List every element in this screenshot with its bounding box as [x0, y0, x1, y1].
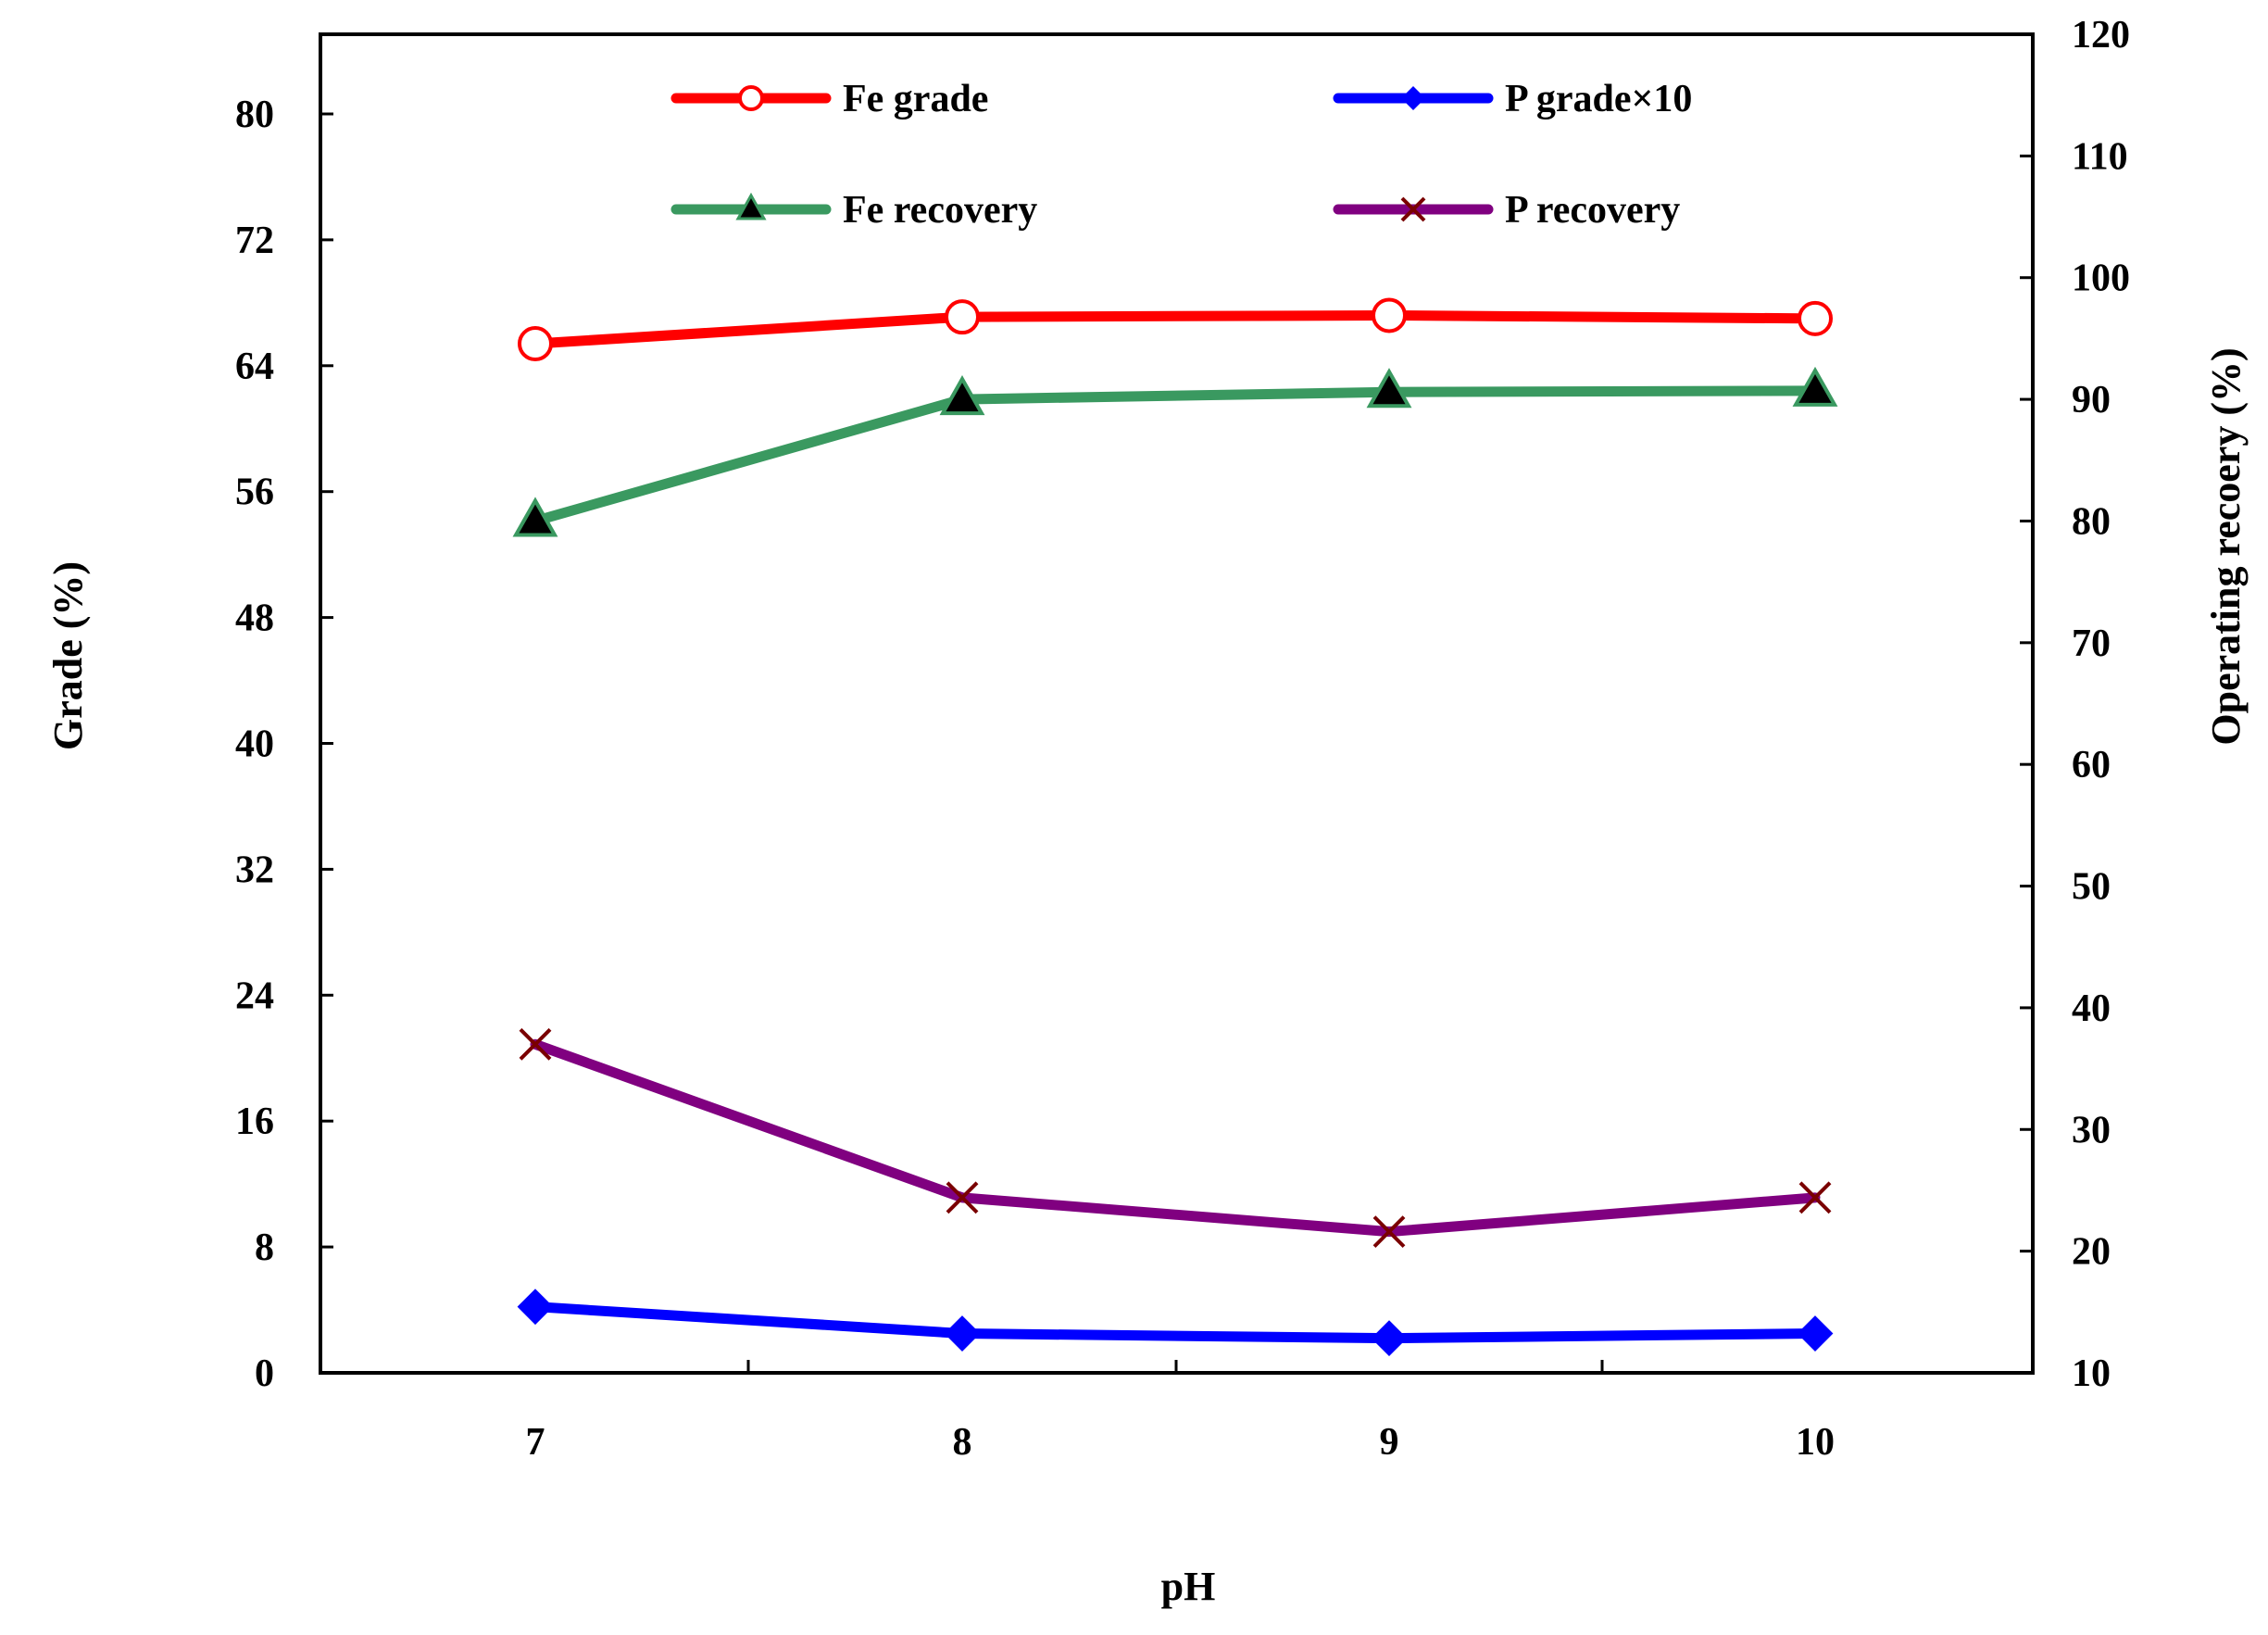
- series-line-p-grade-10: [530, 1302, 1821, 1344]
- legend-item-p-grade-10: P grade×10: [1333, 78, 1692, 120]
- legend-label: Fe recovery: [843, 189, 1037, 232]
- data-point-p-recovery: [946, 1181, 979, 1214]
- data-point-fe-recovery: [1792, 366, 1838, 407]
- data-point-p-recovery: [519, 1027, 552, 1061]
- left-tick-label: 80: [235, 94, 274, 136]
- legend-label: P grade×10: [1505, 78, 1692, 120]
- x-tick-label: 9: [1380, 1421, 1399, 1464]
- data-point-p-recovery: [1372, 1215, 1406, 1249]
- left-tick-label: 24: [235, 975, 274, 1017]
- x-marker-stroke: [1798, 1181, 1832, 1214]
- series-line-fe-grade: [530, 309, 1821, 349]
- legend-marker: [1400, 196, 1426, 222]
- data-point-fe-grade: [1798, 300, 1833, 336]
- series-line-fe-recovery: [530, 385, 1821, 526]
- left-axis-title: Grade (%): [45, 561, 91, 750]
- plot-frame: [319, 32, 2035, 1375]
- right-tick-label: 10: [2072, 1352, 2111, 1395]
- x-marker-stroke: [946, 1181, 979, 1214]
- left-tick-label: 72: [235, 220, 274, 262]
- legend-label: P recovery: [1505, 189, 1680, 232]
- x-marker-stroke: [519, 1027, 552, 1061]
- left-tick-label: 64: [235, 346, 274, 388]
- x-tick-label: 8: [953, 1421, 972, 1464]
- data-point-p-grade-10: [1797, 1315, 1834, 1352]
- legend-item-fe-grade: Fe grade: [670, 78, 988, 120]
- data-point-p-grade-10: [517, 1289, 554, 1326]
- legend-marker: [1401, 86, 1425, 110]
- legend-marker: [735, 192, 767, 220]
- legend: Fe grade P grade×10 Fe recovery P recovery: [670, 78, 1692, 232]
- left-tick-label: 0: [255, 1352, 274, 1395]
- series-line-p-recovery: [530, 1038, 1821, 1238]
- left-tick-label: 16: [235, 1100, 274, 1143]
- left-tick-label: 32: [235, 849, 274, 891]
- right-axis-title: Operating recoery (%): [2203, 347, 2249, 745]
- legend-item-p-recovery: P recovery: [1333, 189, 1680, 232]
- right-tick-label: 100: [2072, 258, 2130, 300]
- x-tick-label: 7: [526, 1421, 545, 1464]
- data-point-p-grade-10: [944, 1315, 981, 1352]
- series-layer: [512, 297, 1838, 1357]
- left-tick-label: 56: [235, 472, 274, 514]
- right-tick-label: 110: [2072, 135, 2128, 178]
- axes: 0 8 16 24 32 40 48 56 64 72 80 10 20 30 40 50 60 70 80 90 10…: [45, 14, 2249, 1609]
- data-point-fe-recovery: [1366, 368, 1412, 409]
- data-point-fe-recovery: [512, 497, 558, 537]
- data-point-fe-grade: [945, 299, 980, 335]
- right-tick-label: 90: [2072, 379, 2111, 421]
- x-tick-label: 10: [1796, 1421, 1835, 1464]
- right-tick-label: 30: [2072, 1109, 2111, 1151]
- right-tick-label: 50: [2072, 866, 2111, 909]
- right-tick-label: 20: [2072, 1231, 2111, 1274]
- left-tick-label: 40: [235, 723, 274, 766]
- legend-item-fe-recovery: Fe recovery: [670, 189, 1037, 232]
- left-tick-label: 8: [255, 1226, 274, 1269]
- data-point-p-recovery: [1798, 1181, 1832, 1214]
- x-marker-stroke: [1372, 1215, 1406, 1249]
- right-tick-label: 60: [2072, 744, 2111, 786]
- data-point-fe-grade: [518, 326, 553, 362]
- data-point-p-grade-10: [1371, 1320, 1408, 1357]
- data-point-fe-recovery: [939, 375, 985, 416]
- data-point-fe-grade: [1372, 297, 1407, 333]
- legend-label: Fe grade: [843, 78, 988, 120]
- right-tick-label: 120: [2072, 14, 2130, 57]
- right-tick-label: 40: [2072, 987, 2111, 1030]
- x-axis-title: pH: [1161, 1564, 1216, 1609]
- right-tick-label: 70: [2072, 623, 2111, 665]
- left-tick-label: 48: [235, 597, 274, 640]
- right-tick-label: 80: [2072, 500, 2111, 543]
- legend-marker: [738, 85, 764, 111]
